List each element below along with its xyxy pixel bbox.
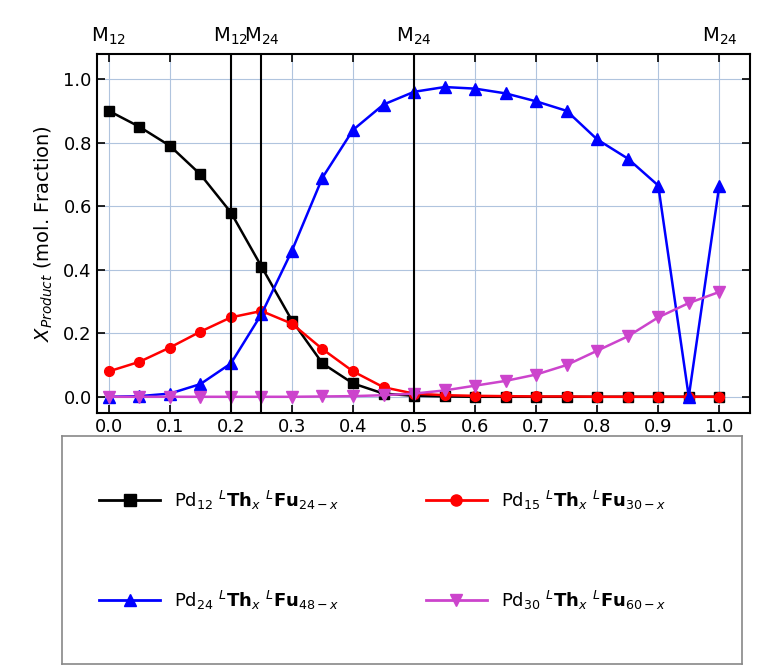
Text: M$_{24}$: M$_{24}$: [243, 25, 279, 47]
Text: M$_{12}$: M$_{12}$: [91, 25, 126, 47]
Text: Pd$_{30}$ $^{L}$$\bf{Th}$$_x$ $^{L}$$\bf{Fu}$$_{{60-x}}$: Pd$_{30}$ $^{L}$$\bf{Th}$$_x$ $^{L}$$\bf…: [501, 589, 666, 612]
X-axis label: $X_{Th}$ (mol. Fraction): $X_{Th}$ (mol. Fraction): [332, 444, 514, 466]
Text: Pd$_{15}$ $^{L}$$\bf{Th}$$_x$ $^{L}$$\bf{Fu}$$_{{30-x}}$: Pd$_{15}$ $^{L}$$\bf{Th}$$_x$ $^{L}$$\bf…: [501, 488, 666, 511]
Text: M$_{24}$: M$_{24}$: [702, 25, 737, 47]
Text: M$_{24}$: M$_{24}$: [397, 25, 432, 47]
Y-axis label: $X_{Product}$ (mol. Fraction): $X_{Product}$ (mol. Fraction): [32, 125, 55, 342]
Text: M$_{12}$: M$_{12}$: [213, 25, 248, 47]
Text: Pd$_{12}$ $^{L}$$\bf{Th}$$_x$ $^{L}$$\bf{Fu}$$_{{24-x}}$: Pd$_{12}$ $^{L}$$\bf{Th}$$_x$ $^{L}$$\bf…: [174, 488, 339, 511]
Text: Pd$_{24}$ $^{L}$$\bf{Th}$$_x$ $^{L}$$\bf{Fu}$$_{{48-x}}$: Pd$_{24}$ $^{L}$$\bf{Th}$$_x$ $^{L}$$\bf…: [174, 589, 339, 612]
